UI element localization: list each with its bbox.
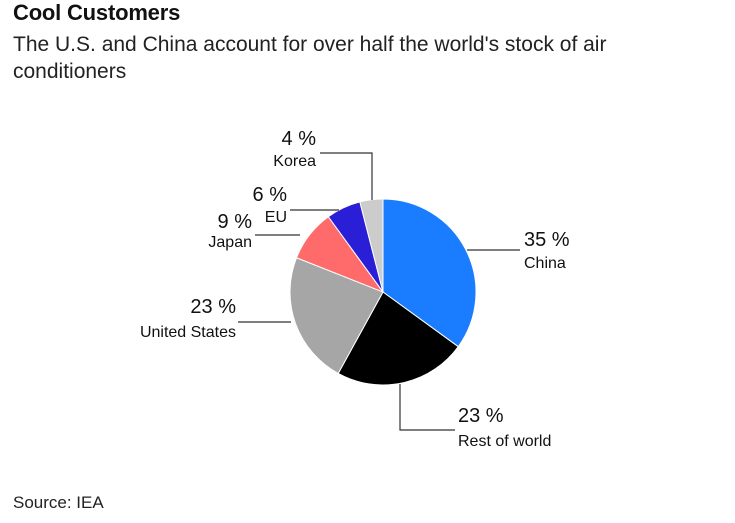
chart-subtitle: The U.S. and China account for over half… (13, 33, 607, 83)
slice-value-label: 4 % (282, 128, 317, 150)
leader-line (320, 152, 373, 200)
pie-slices (289, 198, 477, 386)
pie-slice-united-states (289, 257, 384, 375)
slice-category-label: EU (265, 209, 287, 226)
slice-value-label: 9 % (218, 211, 253, 233)
slice-category-label: United States (140, 324, 236, 341)
slice-value-label: 23 % (458, 405, 504, 427)
pie-slice-china (382, 198, 477, 348)
source-note: Source: IEA (13, 493, 104, 512)
pie-slice-rest-of-world (337, 291, 459, 386)
slice-category-label: China (524, 255, 566, 272)
slice-category-label: Rest of world (458, 433, 551, 450)
leader-line (399, 384, 455, 431)
slice-labels: 35 % China 23 % Rest of world 23 % United Sta… (140, 128, 570, 450)
slice-category-label: Japan (208, 234, 252, 251)
slice-category-label: Korea (273, 153, 316, 170)
slice-value-label: 23 % (190, 296, 236, 318)
pie-slice-korea (359, 198, 384, 293)
slice-value-label: 35 % (524, 229, 570, 251)
chart-title: Cool Customers (13, 0, 181, 25)
slice-value-label: 6 % (253, 184, 288, 206)
